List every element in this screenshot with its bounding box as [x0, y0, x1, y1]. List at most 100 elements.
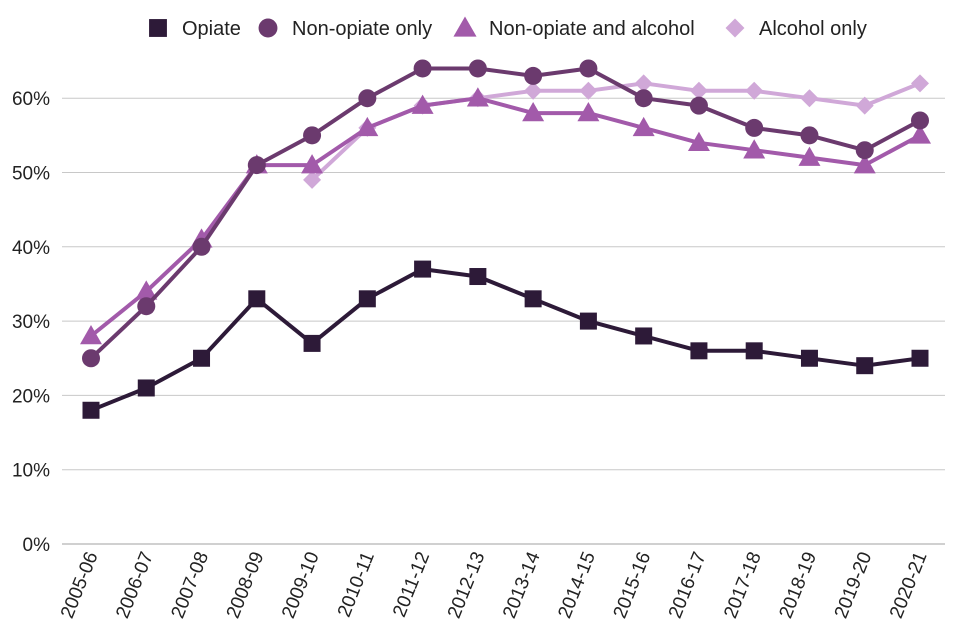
- legend-item: Opiate: [149, 18, 241, 40]
- data-point: [743, 139, 766, 159]
- data-point: [798, 146, 821, 166]
- data-point: [855, 96, 874, 115]
- data-point: [82, 401, 100, 419]
- data-point: [468, 59, 487, 78]
- legend-label: Alcohol only: [759, 18, 867, 40]
- data-point: [192, 237, 211, 256]
- x-tick-label: 2016-17: [665, 549, 711, 622]
- x-tick-label: 2014-15: [554, 549, 600, 622]
- data-point: [853, 154, 876, 174]
- data-point: [137, 379, 155, 397]
- y-tick-label: 60%: [12, 89, 50, 110]
- data-point: [800, 349, 818, 367]
- data-point: [413, 59, 432, 78]
- data-point: [356, 116, 379, 137]
- data-point: [135, 280, 158, 300]
- legend-label: Non-opiate and alcohol: [489, 18, 695, 40]
- data-point: [855, 141, 874, 160]
- data-point: [632, 116, 655, 137]
- y-tick-label: 40%: [12, 238, 50, 259]
- legend-item: Non-opiate and alcohol: [453, 16, 695, 40]
- data-point: [745, 118, 764, 137]
- x-tick-label: 2007-08: [168, 549, 214, 622]
- data-point: [137, 297, 156, 316]
- data-point: [524, 290, 542, 308]
- x-tick-label: 2019-20: [831, 549, 877, 622]
- x-tick-label: 2006-07: [112, 549, 158, 622]
- data-point: [909, 124, 931, 144]
- data-point: [522, 102, 545, 122]
- series-line: [89, 96, 922, 338]
- data-point: [358, 89, 377, 108]
- chart-legend: Opiate Non-opiate only Non-opiate and alco…: [149, 16, 867, 40]
- data-point: [469, 268, 487, 286]
- legend-label: Opiate: [182, 18, 241, 40]
- y-tick-label: 20%: [12, 386, 50, 407]
- x-tick-label: 2005-06: [57, 549, 103, 622]
- data-point: [466, 87, 489, 107]
- data-point: [911, 74, 929, 93]
- data-point: [687, 131, 710, 152]
- y-axis-ticks: 0% 10% 20% 30% 40% 50% 60%: [12, 89, 50, 556]
- legend-label: Non-opiate only: [292, 18, 432, 40]
- y-tick-label: 0%: [23, 535, 51, 556]
- series-circle: [82, 59, 929, 368]
- series-line: [89, 66, 922, 361]
- data-point: [911, 111, 929, 130]
- chart-series: [80, 59, 931, 419]
- x-tick-label: 2018-19: [776, 549, 822, 622]
- data-point: [303, 126, 322, 145]
- x-tick-label: 2020-21: [886, 549, 932, 622]
- data-point: [411, 94, 434, 114]
- x-tick-label: 2010-11: [334, 549, 379, 620]
- data-point: [303, 334, 321, 352]
- x-tick-label: 2017-18: [720, 549, 766, 622]
- x-tick-label: 2009-10: [278, 549, 324, 622]
- data-point: [358, 290, 376, 308]
- x-tick-label: 2013-14: [499, 549, 545, 622]
- data-point: [524, 81, 543, 100]
- data-point: [745, 342, 763, 360]
- data-point: [524, 66, 543, 85]
- x-axis-ticks: 2005-06 2006-07 2007-08 2008-09 2009-10 2010-…: [57, 549, 932, 622]
- data-point: [690, 342, 708, 360]
- legend-marker: [453, 16, 477, 37]
- data-point: [579, 312, 597, 330]
- legend-marker: [258, 18, 278, 38]
- data-point: [800, 89, 819, 108]
- data-point: [745, 81, 764, 100]
- data-point: [689, 96, 708, 115]
- data-point: [82, 349, 100, 368]
- x-tick-label: 2008-09: [223, 549, 269, 622]
- legend-marker: [149, 19, 167, 37]
- data-point: [303, 170, 322, 189]
- x-tick-label: 2011-12: [389, 549, 434, 620]
- data-point: [579, 81, 598, 100]
- data-point: [414, 260, 432, 278]
- x-tick-label: 2012-13: [444, 549, 490, 622]
- series-triangle: [80, 87, 931, 345]
- data-point: [247, 156, 266, 175]
- y-tick-label: 10%: [12, 461, 50, 482]
- x-tick-label: 2015-16: [610, 549, 656, 622]
- y-tick-label: 50%: [12, 164, 50, 185]
- data-point: [634, 89, 653, 108]
- data-point: [577, 102, 600, 122]
- data-point: [689, 81, 708, 100]
- series-square: [82, 260, 929, 419]
- data-point: [911, 349, 929, 367]
- legend-item: Alcohol only: [725, 18, 867, 40]
- data-point: [579, 59, 598, 78]
- data-point: [634, 74, 653, 93]
- data-point: [248, 290, 266, 308]
- legend-item: Non-opiate only: [258, 18, 432, 40]
- y-tick-label: 30%: [12, 312, 50, 333]
- data-point: [800, 126, 819, 145]
- data-point: [635, 327, 653, 345]
- data-point: [193, 349, 211, 367]
- series-diamond: [303, 74, 929, 189]
- data-point: [80, 324, 102, 345]
- data-point: [856, 357, 874, 375]
- series-line: [89, 267, 922, 413]
- data-point: [301, 154, 324, 174]
